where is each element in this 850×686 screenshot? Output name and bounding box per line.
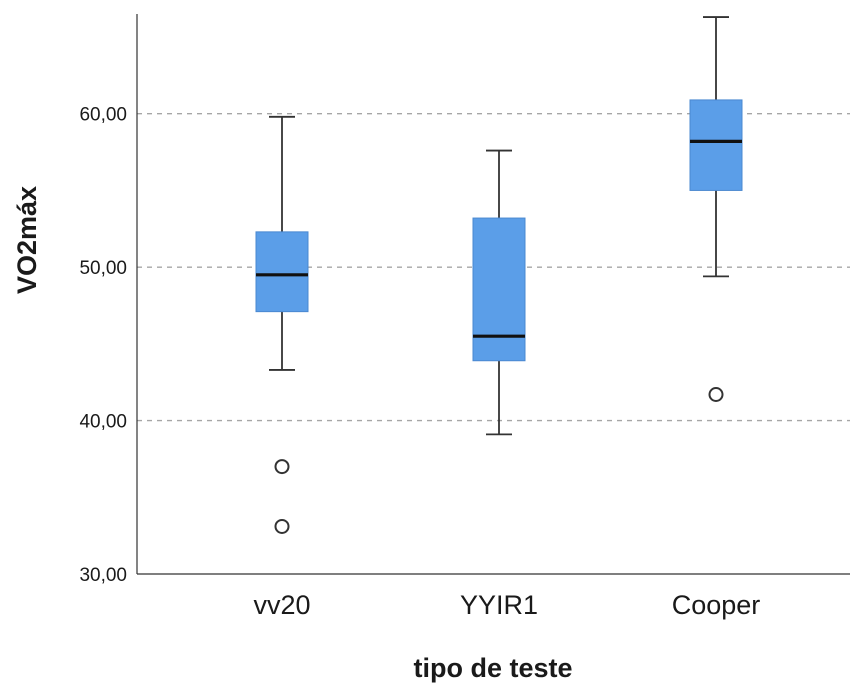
x-tick-label: vv20	[253, 590, 310, 620]
x-tick-label: YYIR1	[460, 590, 538, 620]
y-axis-title: VO2máx	[12, 186, 42, 294]
y-tick-label: 30,00	[79, 565, 127, 586]
y-tick-labels: 30,00 40,00 50,00 60,00	[79, 105, 127, 586]
y-tick-label: 50,00	[79, 258, 127, 279]
outlier-point	[708, 386, 724, 402]
outlier-point	[274, 518, 290, 534]
box-group	[689, 16, 743, 402]
axes	[136, 14, 850, 575]
y-tick-label: 60,00	[79, 105, 127, 126]
x-tick-label: Cooper	[672, 590, 761, 620]
outlier-point	[274, 459, 290, 475]
iqr-box	[255, 231, 309, 313]
boxes	[255, 16, 743, 534]
iqr-box	[472, 217, 526, 362]
box-group	[255, 115, 309, 534]
iqr-box	[689, 99, 743, 191]
x-tick-labels: vv20 YYIR1 Cooper	[253, 590, 760, 620]
box-group	[472, 149, 526, 436]
x-axis-title: tipo de teste	[413, 653, 572, 683]
y-tick-label: 40,00	[79, 412, 127, 433]
